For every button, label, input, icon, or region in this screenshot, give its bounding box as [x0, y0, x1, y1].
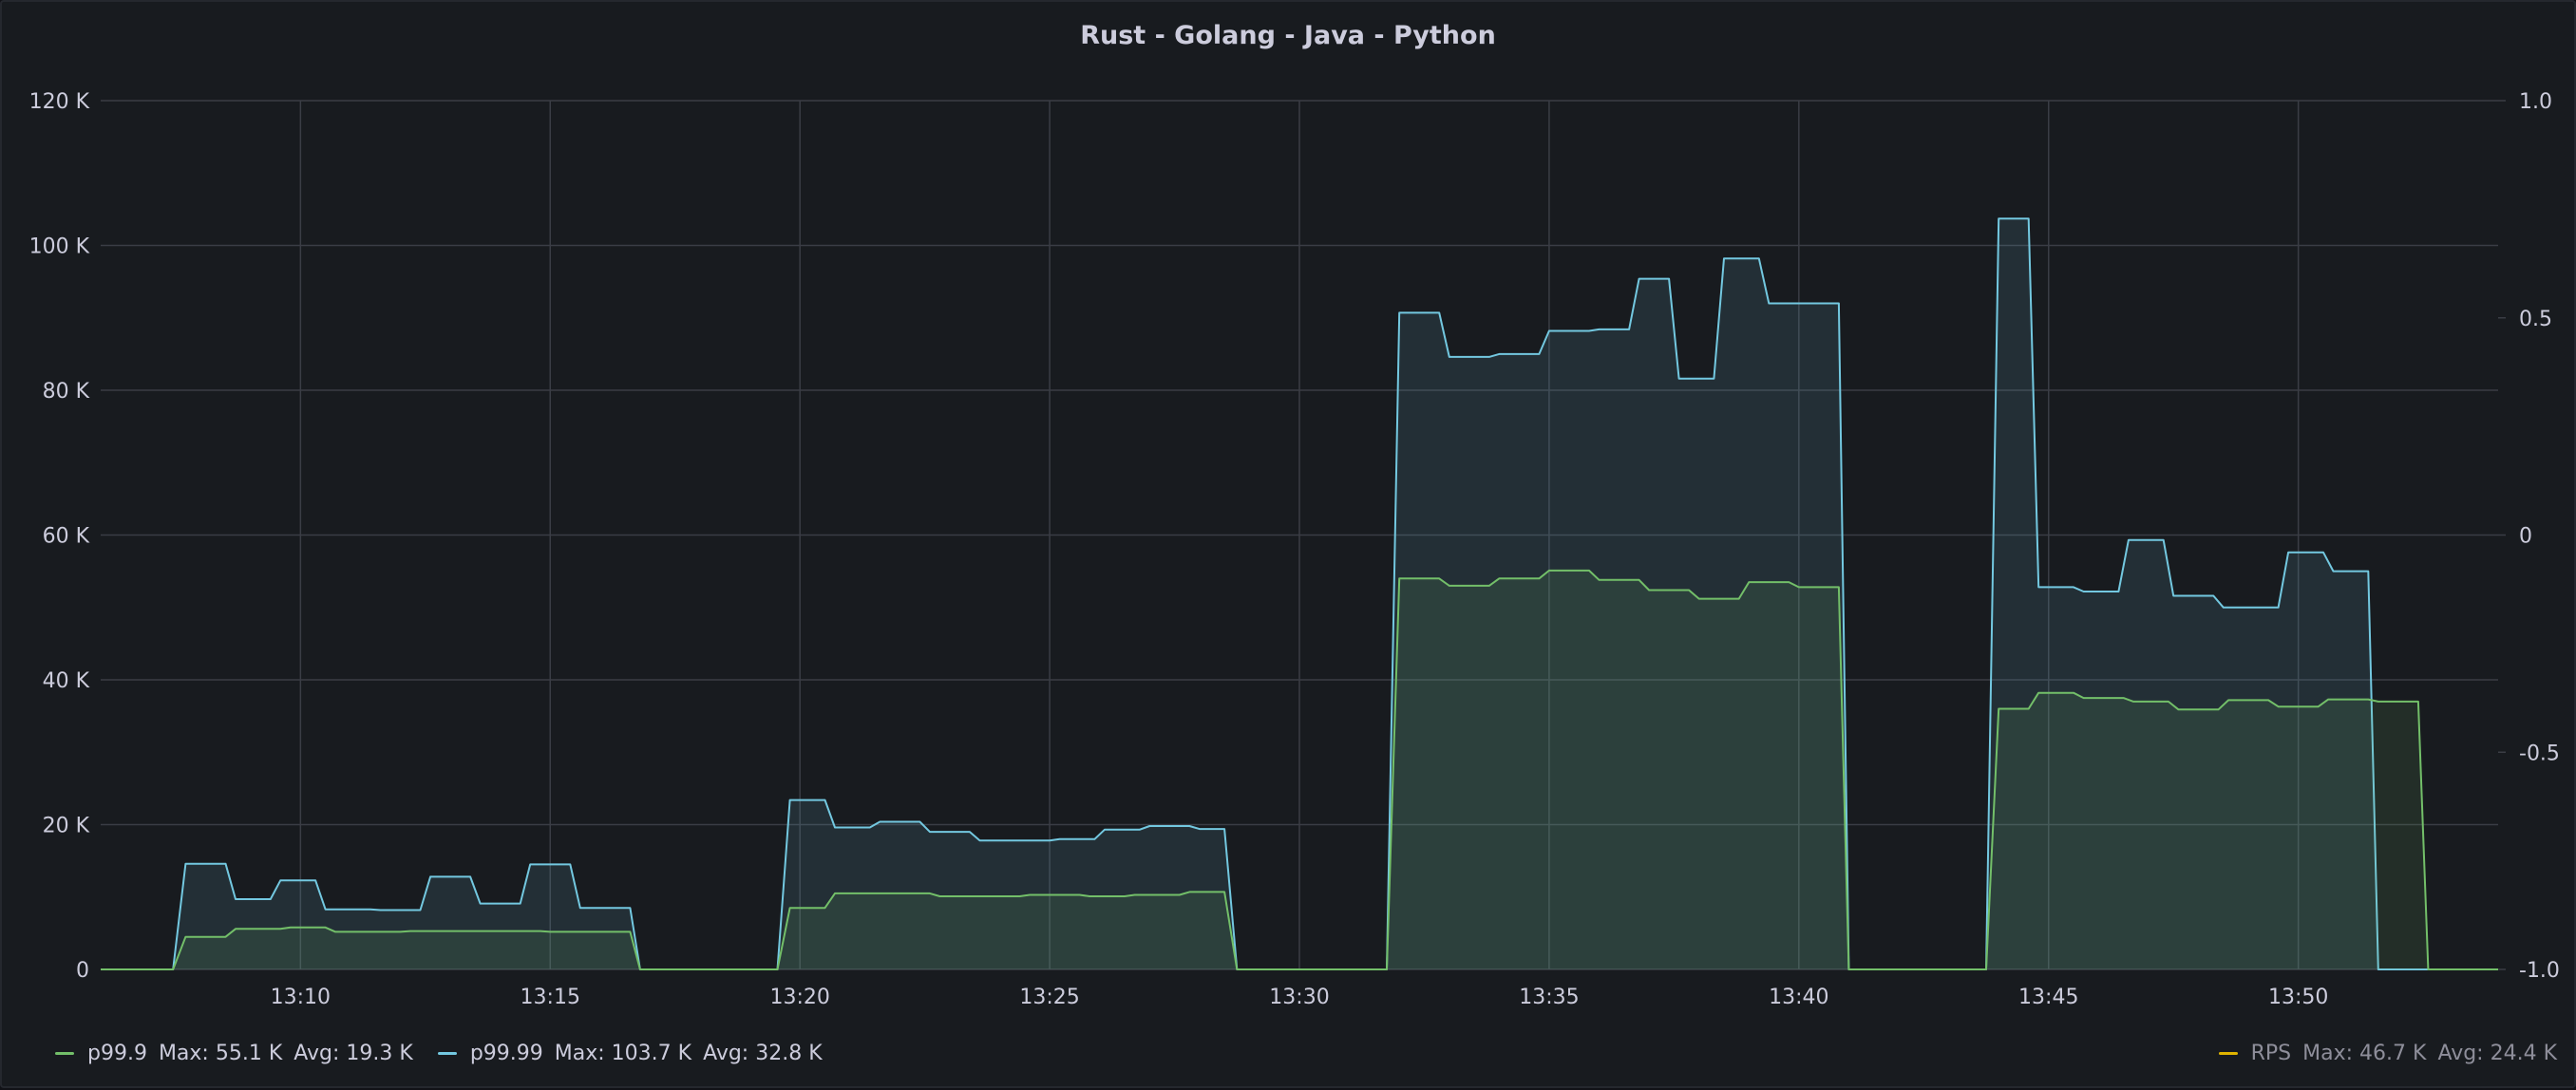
x-tick-label: 13:35: [1519, 986, 1579, 1009]
x-tick-label: 13:10: [271, 986, 331, 1009]
legend-item-rps[interactable]: RPS Max: 46.7 K Avg: 24.4 K: [2218, 1042, 2557, 1065]
x-tick-label: 13:15: [521, 986, 580, 1009]
series-color-swatch: [55, 1052, 74, 1055]
legend-left: p99.9 Max: 55.1 K Avg: 19.3 K p99.99 Max…: [55, 1042, 823, 1065]
legend-avg: Avg: 32.8 K: [703, 1042, 823, 1065]
y-right-tick-label: 1.0: [2519, 90, 2552, 114]
series-color-swatch: [2218, 1052, 2238, 1055]
legend-series-name: p99.99: [469, 1042, 543, 1065]
y-right-tick-label: -1.0: [2519, 959, 2560, 983]
x-tick-label: 13:30: [1269, 986, 1329, 1009]
series-line-p999: [101, 569, 2498, 970]
legend-series-name: p99.9: [87, 1042, 147, 1065]
x-tick-label: 13:45: [2018, 986, 2078, 1009]
y-left-tick-label: 40 K: [43, 669, 90, 693]
x-tick-label: 13:20: [769, 986, 829, 1009]
y-right-tick-label: -0.5: [2519, 742, 2560, 765]
y-left-tick-label: 120 K: [29, 90, 90, 114]
x-tick-label: 13:25: [1019, 986, 1079, 1009]
series-line-p9999: [101, 217, 2498, 970]
legend-item-p9999[interactable]: p99.99 Max: 103.7 K Avg: 32.8 K: [437, 1042, 823, 1065]
series-color-swatch: [437, 1052, 457, 1055]
panel-title[interactable]: Rust - Golang - Java - Python: [1080, 21, 1496, 50]
x-tick-label: 13:50: [2268, 986, 2328, 1009]
legend-max: Max: 55.1 K: [158, 1042, 283, 1065]
legend-max: Max: 46.7 K: [2302, 1042, 2427, 1065]
series-area-p999: [101, 570, 2498, 969]
legend-item-p999[interactable]: p99.9 Max: 55.1 K Avg: 19.3 K: [55, 1042, 413, 1065]
x-tick-label: 13:40: [1769, 986, 1828, 1009]
y-left-tick-label: 60 K: [43, 525, 90, 549]
series-area-p9999: [101, 218, 2498, 970]
y-left-tick-label: 100 K: [29, 235, 90, 259]
y-right-tick-label: 0: [2519, 525, 2532, 549]
y-left-tick-label: 80 K: [43, 380, 90, 404]
y-left-tick-label: 20 K: [43, 815, 90, 838]
legend-avg: Avg: 24.4 K: [2437, 1042, 2557, 1065]
y-right-tick-label: 0.5: [2519, 308, 2552, 331]
legend-right: RPS Max: 46.7 K Avg: 24.4 K: [2218, 1042, 2557, 1065]
legend-max: Max: 103.7 K: [554, 1042, 692, 1065]
legend-avg: Avg: 19.3 K: [294, 1042, 413, 1065]
legend-series-name: RPS: [2250, 1042, 2292, 1065]
y-left-tick-label: 0: [76, 959, 89, 983]
